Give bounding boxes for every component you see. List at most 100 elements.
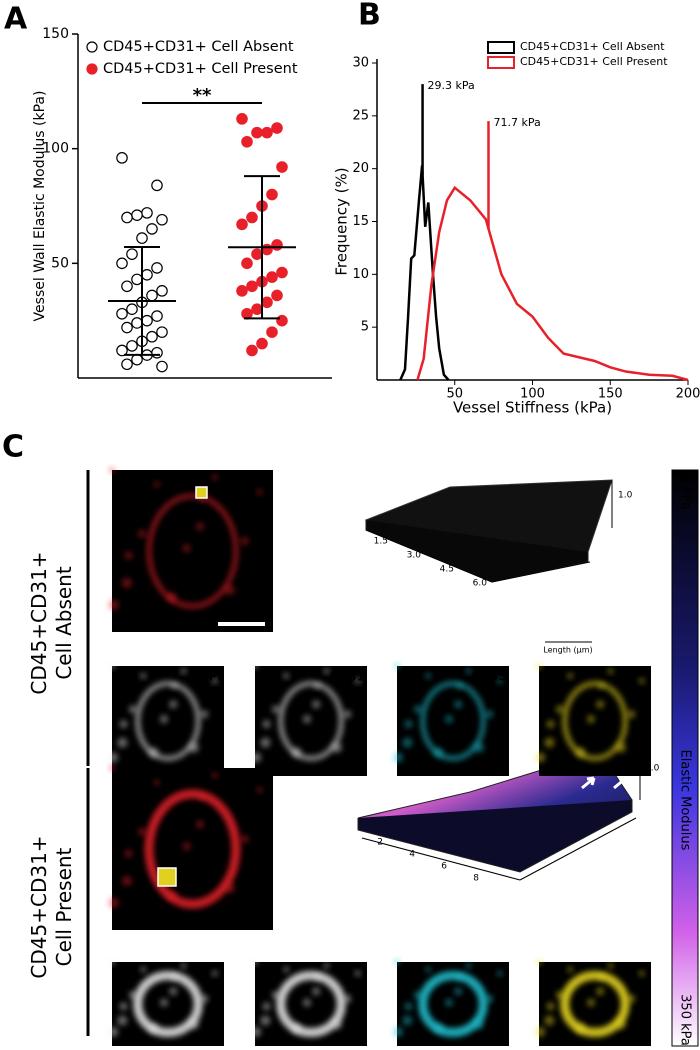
micrograph-speck [153, 481, 160, 488]
data-point [131, 317, 143, 329]
data-point [271, 122, 283, 134]
data-point [146, 330, 158, 343]
micrograph-speck [108, 752, 119, 763]
micrograph-speck [252, 959, 258, 965]
data-point [136, 232, 148, 244]
micrograph-speck [393, 752, 404, 763]
data-point [116, 307, 128, 320]
micrograph-speck [413, 991, 422, 1000]
micrograph-speck [182, 842, 191, 851]
data-point [256, 337, 268, 350]
y-tick-label: 15 [352, 214, 369, 229]
length-label: Length (µm) [543, 646, 592, 655]
micrograph-speck [444, 998, 453, 1007]
micrograph-speck [413, 705, 422, 714]
x-tick-label: 150 [598, 387, 623, 402]
micrograph-speck [456, 682, 463, 689]
surface-tick-label: 6.0 [473, 579, 488, 589]
error-bar [244, 175, 280, 320]
micrograph-speck [121, 875, 132, 886]
surface-tick-label: 1.5 [374, 537, 388, 547]
micrograph-speck [535, 1026, 546, 1037]
micrograph-speck [302, 715, 311, 724]
channel-label: DAPI [189, 670, 222, 684]
micrograph-speck [108, 897, 119, 908]
micrograph-signal [133, 970, 203, 1038]
micrograph-signal [560, 970, 630, 1038]
data-point [146, 223, 158, 235]
micrograph-speck [260, 737, 271, 748]
y-tick-label: 10 [352, 267, 369, 282]
error-bar [124, 246, 160, 356]
micrograph-speck [256, 488, 263, 495]
y-axis-label: Vessel Wall Elastic Modulus (kPa) [32, 91, 48, 322]
x-tick-label: 200 [676, 387, 700, 402]
micrograph-speck [188, 742, 199, 753]
micrograph-speck [140, 966, 147, 973]
series-line [399, 165, 450, 381]
micrograph-speck [224, 585, 235, 596]
micrograph-speck [596, 700, 605, 709]
micrograph-speck [331, 1019, 342, 1030]
micrograph-speck [271, 991, 280, 1000]
micrograph-speck [108, 1026, 119, 1037]
micrograph-speck [182, 544, 191, 553]
channel-label: CD45 [472, 670, 507, 684]
micrograph-speck [638, 677, 645, 684]
micrograph-signal [278, 681, 344, 761]
micrograph-speck [586, 998, 595, 1007]
colorbar-label: 0 kPa [678, 474, 693, 509]
micrograph-speck [128, 991, 137, 1000]
micrograph-speck [323, 667, 330, 674]
micrograph-speck [302, 998, 311, 1007]
y-tick-label: 150 [42, 26, 69, 42]
data-point [261, 126, 273, 139]
micrograph-speck [137, 827, 146, 836]
z-tick-label: 1.0 [618, 491, 633, 501]
micrograph-speck [638, 970, 645, 977]
micrograph-speck [121, 577, 132, 588]
data-point [271, 239, 283, 251]
data-point [121, 211, 133, 224]
micrograph-speck [124, 849, 133, 858]
micrograph-speck [425, 672, 432, 679]
micrograph-speck [354, 677, 361, 684]
data-point [131, 353, 143, 366]
micrograph-speck [256, 786, 263, 793]
arrow [581, 776, 596, 790]
data-point [266, 188, 278, 201]
micrograph-speck [262, 720, 271, 729]
marker-label: 71.7 kPa [493, 116, 540, 129]
micrograph-signal [276, 970, 346, 1038]
data-point [156, 360, 168, 373]
micrograph-speck [402, 737, 413, 748]
data-point [151, 262, 163, 274]
row-label-line: CD45+CD31+ [27, 835, 51, 978]
micrograph-speck [536, 959, 542, 965]
micrograph-speck [262, 1002, 271, 1011]
micrograph-speck [108, 599, 119, 610]
micrograph-speck [124, 551, 133, 560]
micrograph-speck [260, 1015, 271, 1026]
micrograph-speck [171, 974, 178, 981]
micrograph-speck [140, 672, 147, 679]
arrow [613, 776, 628, 790]
micrograph-speck [119, 720, 128, 729]
micrograph-speck [615, 742, 626, 753]
micrograph-speck [473, 742, 484, 753]
micrograph-speck [567, 672, 574, 679]
data-point [156, 326, 168, 338]
legend-label: CD45+CD31+ Cell Absent [103, 39, 294, 55]
micrograph-speck [393, 1026, 404, 1037]
micrograph-speck [433, 1023, 444, 1034]
micrograph-speck [180, 962, 187, 969]
micrograph-speck [567, 966, 574, 973]
micrograph-speck [555, 705, 564, 714]
afm-region [195, 486, 208, 499]
data-point [141, 314, 153, 327]
data-point [266, 326, 278, 338]
data-point [276, 314, 288, 327]
micrograph-speck [211, 474, 218, 481]
data-point [151, 310, 163, 322]
legend-swatch [487, 56, 515, 69]
